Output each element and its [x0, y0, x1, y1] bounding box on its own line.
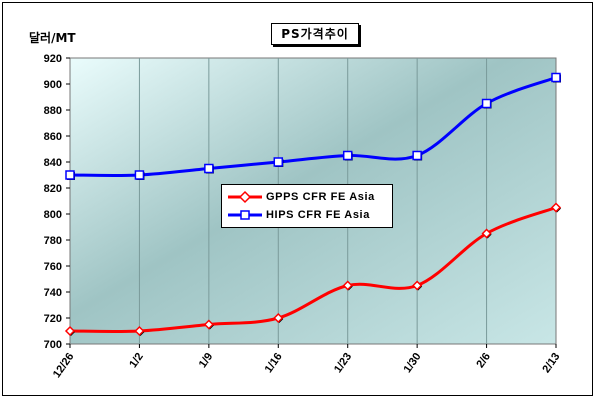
data-point-gpps: [550, 202, 562, 213]
y-axis-unit-label: 달러/MT: [29, 31, 76, 45]
y-tick-label: 700: [44, 339, 62, 351]
series-line-gpps: [69, 206, 557, 333]
axes: [66, 57, 557, 348]
data-point-gpps: [134, 325, 145, 337]
y-tick-label: 760: [44, 261, 62, 273]
legend-item-hips: HIPS CFR FE Asia: [222, 207, 392, 223]
y-tick-label: 840: [44, 157, 62, 169]
y-tick-label: 720: [44, 313, 62, 325]
grid-lines: [138, 58, 488, 344]
y-tick-label: 920: [44, 53, 62, 65]
data-point-hips: [551, 72, 561, 83]
x-tick-label: 12/26: [51, 351, 77, 380]
legend-label-hips: HIPS CFR FE Asia: [266, 209, 370, 221]
hips-legend-swatch: [228, 210, 262, 220]
y-tick-label: 780: [44, 235, 62, 247]
x-tick-label: 1/2: [127, 351, 146, 370]
gpps-legend-swatch: [228, 190, 262, 204]
y-tick-label: 820: [44, 183, 62, 195]
series-line-hips: [69, 76, 557, 177]
y-tick-label: 880: [44, 105, 62, 117]
data-point-hips: [273, 157, 284, 167]
data-point-hips: [481, 98, 492, 109]
data-point-gpps: [273, 312, 284, 324]
data-point-gpps: [481, 228, 492, 239]
y-tick-label: 900: [44, 79, 62, 91]
y-tick-label: 800: [44, 209, 62, 221]
x-tick-label: 2/6: [474, 351, 493, 370]
data-point-gpps: [64, 325, 76, 337]
legend-label-gpps: GPPS CFR FE Asia: [266, 191, 375, 203]
chart-title: PS가격추이: [271, 23, 359, 45]
y-tick-label: 860: [44, 131, 62, 143]
tick-labels: 700 720 740 760 780 800 820 840 860 880 900 920 12/2…: [44, 53, 563, 380]
data-point-hips: [134, 170, 145, 180]
data-point-hips: [65, 170, 75, 180]
data-point-hips: [412, 150, 422, 161]
data-point-hips: [204, 163, 214, 174]
data-point-gpps: [412, 280, 423, 291]
x-tick-label: 1/23: [332, 351, 354, 375]
line-chart: 700 720 740 760 780 800 820 840 860 880 900 920 12/2…: [44, 53, 563, 380]
x-tick-label: 1/30: [401, 351, 423, 375]
y-tick-label: 740: [44, 287, 62, 299]
x-tick-label: 1/16: [263, 351, 285, 375]
legend-item-gpps: GPPS CFR FE Asia: [222, 189, 392, 205]
chart-frame: 700 720 740 760 780 800 820 840 860 880 900 920 12/2…: [2, 2, 593, 396]
series-lines: [64, 72, 562, 337]
data-point-gpps: [203, 319, 214, 330]
data-point-hips: [342, 150, 353, 161]
legend: GPPS CFR FE Asia HIPS CFR FE Asia: [221, 184, 393, 228]
data-point-gpps: [342, 280, 353, 291]
x-tick-label: 2/13: [540, 351, 562, 375]
x-tick-label: 1/9: [197, 351, 216, 370]
